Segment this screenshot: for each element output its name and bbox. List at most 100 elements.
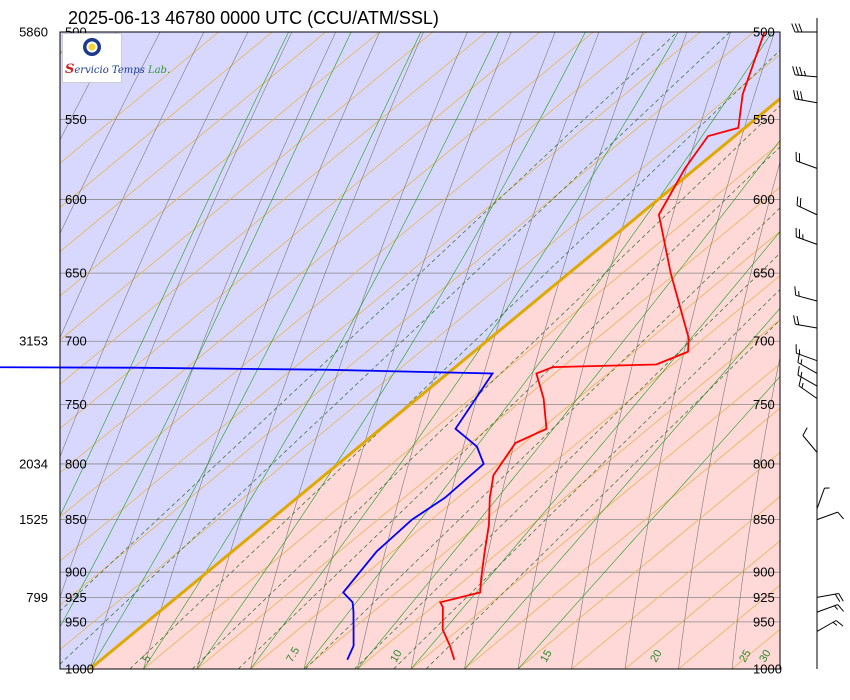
pressure-tick-label: 650 xyxy=(65,266,87,281)
wind-barb-flag xyxy=(791,23,796,33)
isotherm-line xyxy=(60,32,327,253)
isotherm-line xyxy=(60,32,220,164)
wind-barb-shaft xyxy=(795,294,818,302)
wind-barb-flag xyxy=(796,196,799,206)
isotherm-line xyxy=(410,363,780,669)
wind-barb-shaft xyxy=(795,74,818,78)
mixing-ratio-label: 5 xyxy=(140,653,153,664)
wind-barb-flag xyxy=(798,23,803,33)
wind-barb-flag xyxy=(793,90,796,99)
pressure-tick-label: 550 xyxy=(753,112,775,127)
dry-adiabat-line xyxy=(786,32,850,669)
pressure-tick-label: 850 xyxy=(753,512,775,527)
isotherm-line xyxy=(517,451,780,669)
wind-barb-flag xyxy=(803,70,807,76)
wind-barb-flag xyxy=(837,604,844,612)
dry-adiabat-line xyxy=(196,32,424,669)
wind-barb-flag xyxy=(797,366,800,376)
pressure-tick-label: 900 xyxy=(65,565,87,580)
pressure-tick-label: 800 xyxy=(753,456,775,471)
wind-barb-flag xyxy=(837,511,844,520)
isotherm-line xyxy=(624,540,780,669)
wind-barb-flag xyxy=(794,23,799,33)
moist-adiabat-line xyxy=(60,32,289,517)
height-label: 5860 xyxy=(19,25,48,40)
pressure-tick-label: 950 xyxy=(65,614,87,629)
wind-barb-shaft xyxy=(816,593,839,598)
dry-adiabat-line xyxy=(678,160,780,669)
pressure-tick-label: 925 xyxy=(753,590,775,605)
warm-region xyxy=(90,32,780,669)
pressure-tick-label: 1000 xyxy=(753,662,782,677)
seal-icon xyxy=(83,38,101,56)
mixing-ratio-line xyxy=(354,252,780,669)
moist-adiabat-line xyxy=(464,307,780,669)
wind-barb-shaft xyxy=(795,323,818,329)
wind-barb-shaft xyxy=(796,352,818,362)
pressure-tick-label: 600 xyxy=(753,192,775,207)
wind-barb-flag xyxy=(834,593,841,603)
mixing-ratio-label: 10 xyxy=(388,648,405,665)
dry-adiabat-line xyxy=(517,32,688,669)
sounding-profiles xyxy=(0,31,766,661)
plot-frame xyxy=(59,31,781,670)
pressure-tick-label: 925 xyxy=(65,590,87,605)
moist-adiabat-line xyxy=(357,139,780,669)
logo-text: Servicio Temps Lab. xyxy=(65,62,171,77)
isotherm-line xyxy=(196,186,780,669)
dry-adiabat-line xyxy=(410,32,600,669)
pressure-tick-label: 550 xyxy=(65,112,87,127)
wind-barb-flag xyxy=(801,382,804,389)
dry-adiabat-line xyxy=(357,32,556,669)
wind-barb-shaft xyxy=(816,487,825,509)
grid-lines xyxy=(60,32,850,669)
temperature-profile xyxy=(438,31,766,661)
moist-adiabat-line xyxy=(250,32,679,669)
wind-barb-shaft xyxy=(795,98,818,104)
moist-adiabat-line xyxy=(89,32,422,669)
pressure-tick-label: 1000 xyxy=(65,662,94,677)
dry-adiabat-line xyxy=(303,32,512,669)
mixing-ratio-line xyxy=(60,32,731,665)
wind-barb-flag xyxy=(797,353,800,363)
height-label: 799 xyxy=(26,590,48,605)
height-label: 2034 xyxy=(19,456,48,471)
height-label: 3153 xyxy=(19,334,48,349)
wind-barb-flag xyxy=(802,427,808,436)
isotherm-line xyxy=(60,32,541,430)
moist-adiabat-line xyxy=(410,231,780,669)
isotherm-line xyxy=(60,32,380,297)
pressure-tick-label: 750 xyxy=(65,397,87,412)
isotherm-line xyxy=(464,407,780,669)
moist-adiabat-line xyxy=(196,32,586,669)
wind-barb-flag xyxy=(838,593,844,602)
wind-barb-flag xyxy=(796,90,800,100)
height-label: 1525 xyxy=(19,512,48,527)
pressure-tick-label: 650 xyxy=(753,266,775,281)
dry-adiabat-line xyxy=(731,355,780,669)
moist-adiabat-line xyxy=(60,32,352,628)
dewpoint-profile xyxy=(0,366,495,661)
pressure-tick-label: 700 xyxy=(753,334,775,349)
wind-barb-flag xyxy=(835,620,844,627)
isotherm-line xyxy=(60,32,648,518)
pressure-tick-label: 600 xyxy=(65,192,87,207)
wind-barb-flag xyxy=(792,66,796,76)
wind-barb-flag xyxy=(798,376,802,387)
chart-title: 2025-06-13 46780 0000 UTC (CCU/ATM/SSL) xyxy=(68,8,439,28)
mixing-ratio-line xyxy=(129,49,780,669)
isotherm-line xyxy=(60,32,594,474)
pressure-tick-label: 950 xyxy=(753,614,775,629)
mixing-ratio-line xyxy=(305,207,780,669)
wind-barb-flag xyxy=(798,291,800,297)
pressure-tick-label: 850 xyxy=(65,512,87,527)
wind-barb-shaft xyxy=(796,204,818,216)
isotherm-line xyxy=(143,142,780,669)
plot-background xyxy=(60,32,780,669)
pressure-tick-label: 500 xyxy=(753,25,775,40)
pressure-tick-label: 800 xyxy=(65,456,87,471)
wind-barb-flag xyxy=(794,286,797,296)
isotherm-line xyxy=(60,32,487,385)
moist-adiabat-line xyxy=(143,32,500,669)
